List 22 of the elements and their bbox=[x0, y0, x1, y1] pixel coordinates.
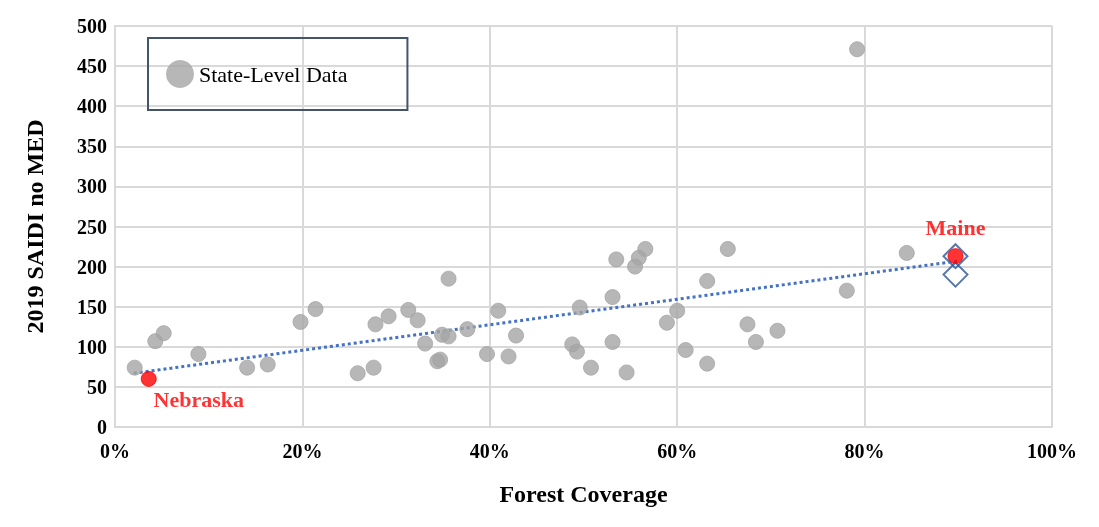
y-tick-label: 300 bbox=[77, 175, 107, 198]
y-tick-label: 250 bbox=[77, 215, 107, 238]
annotation: Maine bbox=[925, 214, 986, 240]
x-tick-label: 60% bbox=[657, 440, 698, 462]
x-tick-label: 0% bbox=[100, 440, 130, 462]
y-axis-title: 2019 SAIDI no MED bbox=[22, 119, 48, 334]
y-tick-label: 100 bbox=[77, 335, 107, 358]
y-tick-label: 500 bbox=[77, 15, 107, 37]
y-tick-label: 200 bbox=[77, 255, 107, 278]
x-tick-label: 40% bbox=[469, 440, 510, 462]
y-tick-label: 150 bbox=[77, 295, 107, 318]
x-tick-label: 20% bbox=[282, 440, 323, 462]
y-tick-label: 400 bbox=[77, 95, 107, 118]
annotation: Nebraska bbox=[153, 387, 244, 413]
x-axis-title: Forest Coverage bbox=[499, 481, 668, 507]
y-tick-label: 0 bbox=[97, 416, 107, 438]
y-tick-label: 50 bbox=[87, 375, 107, 398]
y-tick-label: 350 bbox=[77, 135, 107, 158]
legend-label: State-Level Data bbox=[199, 61, 348, 87]
x-tick-label: 100% bbox=[1027, 440, 1077, 462]
y-tick-label: 450 bbox=[77, 55, 107, 78]
x-tick-label: 80% bbox=[844, 440, 885, 462]
